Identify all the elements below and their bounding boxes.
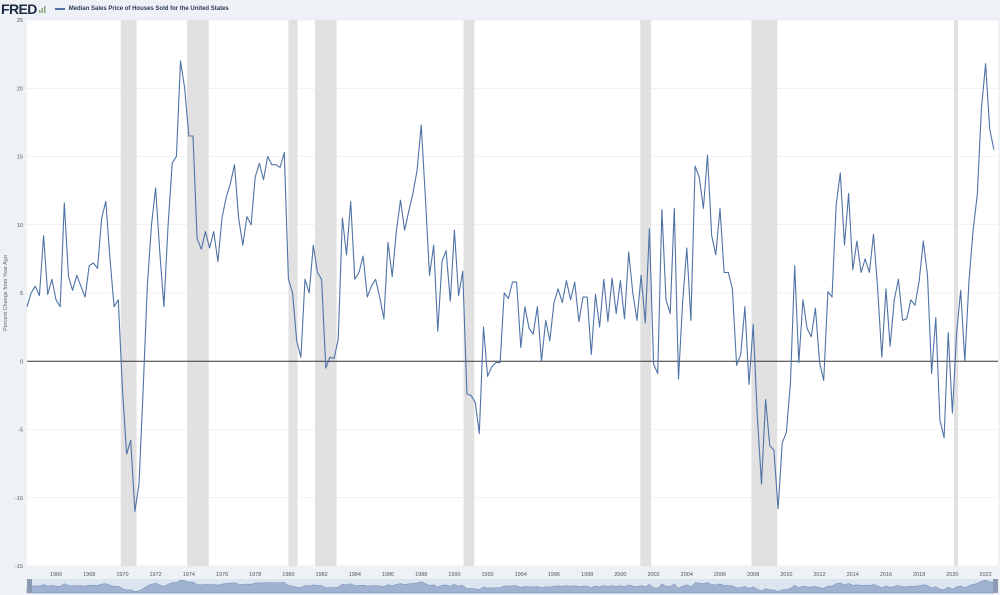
navigator-right-handle[interactable]	[993, 579, 998, 593]
recession-band	[640, 20, 652, 566]
y-tick-label: 10	[17, 223, 23, 229]
x-tick-label: 2012	[813, 572, 825, 578]
fred-logo-chart-icon	[38, 6, 46, 13]
x-tick-label: 1976	[216, 572, 228, 578]
x-tick-label: 1986	[382, 572, 394, 578]
x-tick-label: 1990	[448, 572, 460, 578]
navigator-left-handle[interactable]	[27, 579, 32, 593]
y-tick-label: 0	[20, 359, 23, 365]
y-tick-label: 20	[17, 86, 23, 92]
x-tick-label: 2020	[946, 572, 958, 578]
recession-band	[187, 20, 209, 566]
legend-swatch	[54, 8, 65, 10]
x-tick-label: 1966	[50, 572, 62, 578]
x-tick-label: 1974	[183, 572, 195, 578]
x-tick-label: 2022	[979, 572, 991, 578]
x-tick-label: 2018	[913, 572, 925, 578]
x-tick-label: 1980	[282, 572, 294, 578]
x-tick-label: 1994	[515, 572, 527, 578]
x-tick-label: 2002	[647, 572, 659, 578]
x-tick-label: 1968	[83, 572, 95, 578]
x-tick-label: 2014	[847, 572, 859, 578]
x-tick-label: 1992	[481, 572, 493, 578]
x-axis-ticks: 1966 1968 1970 1972 1974 1976 1978 1980 1982 1984…	[50, 572, 992, 578]
x-tick-label: 1998	[581, 572, 593, 578]
x-tick-label: 1982	[315, 572, 327, 578]
x-tick-label: 2016	[880, 572, 892, 578]
navigator-area	[26, 579, 995, 594]
x-tick-label: 2000	[614, 572, 626, 578]
x-tick-label: 1972	[150, 572, 162, 578]
x-tick-label: 1984	[349, 572, 361, 578]
y-tick-label: -10	[15, 496, 23, 502]
series-line-group	[26, 60, 995, 512]
legend-series-name: Median Sales Price of Houses Sold for th…	[68, 6, 229, 12]
y-axis-label: Percent Change from Year Ago	[3, 255, 9, 331]
x-tick-label: 1978	[249, 572, 261, 578]
navigator-series	[26, 579, 995, 594]
y-tick-label: 15	[17, 155, 23, 161]
fred-logo[interactable]: FRED	[1, 1, 37, 17]
recession-band	[314, 20, 337, 566]
x-tick-label: 2008	[747, 572, 759, 578]
y-tick-label: -5	[18, 428, 23, 434]
chart-header: FRED Median Sales Price of Houses Sold f…	[0, 0, 1000, 18]
y-tick-label: -15	[15, 564, 23, 570]
x-tick-label: 2010	[780, 572, 792, 578]
recession-band	[463, 20, 475, 566]
x-tick-label: 2004	[681, 572, 693, 578]
recession-band	[120, 20, 137, 566]
series-line[interactable]	[26, 60, 995, 512]
recession-band	[751, 20, 778, 566]
recession-band	[954, 20, 959, 566]
x-tick-label: 2006	[714, 572, 726, 578]
y-tick-label: 25	[17, 18, 23, 24]
x-tick-label: 1996	[548, 572, 560, 578]
x-tick-label: 1970	[116, 572, 128, 578]
y-tick-label: 5	[20, 291, 23, 297]
y-axis-ticks: -15 -10 -5 0 5 10 15 20 25	[15, 18, 23, 570]
x-tick-label: 1988	[415, 572, 427, 578]
